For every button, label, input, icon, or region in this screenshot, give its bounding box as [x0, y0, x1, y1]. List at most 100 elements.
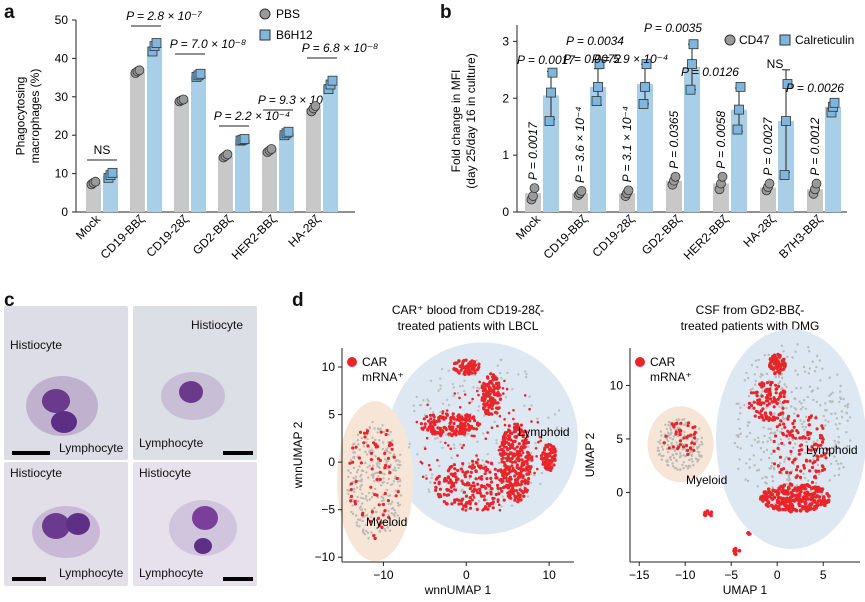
cell-point: [495, 442, 498, 445]
cell-point: [746, 479, 750, 483]
car-positive-cell: [425, 477, 428, 480]
car-positive-cell: [463, 473, 467, 477]
cell-point: [842, 466, 845, 469]
cell-point: [436, 436, 439, 440]
cell-point: [829, 393, 833, 396]
legend-pbs-marker: [259, 8, 271, 20]
cell-point: [388, 529, 392, 532]
cell-point: [738, 458, 741, 461]
car-positive-cell: [788, 441, 792, 445]
car-positive-cell: [485, 502, 490, 506]
car-positive-cell: [420, 426, 424, 430]
car-positive-cell: [472, 360, 477, 364]
car-positive-cell: [442, 500, 446, 504]
car-positive-cell: [458, 406, 462, 409]
car-positive-cell: [486, 401, 489, 405]
car-positive-cell: [776, 446, 780, 450]
cell-point: [390, 507, 394, 510]
car-positive-cell: [383, 491, 387, 496]
bar-Calreticulin: [637, 84, 653, 212]
cell-point: [660, 454, 663, 458]
car-positive-cell: [809, 497, 813, 501]
car-positive-cell: [762, 490, 767, 494]
cell-point: [799, 419, 802, 422]
cell-point: [662, 454, 665, 458]
cell-point: [795, 387, 798, 390]
car-positive-cell: [438, 487, 442, 491]
car-positive-cell: [550, 444, 554, 448]
p-value-label: P = 5.9 × 10⁻⁴: [592, 52, 668, 66]
car-positive-cell: [781, 490, 786, 494]
cell-point: [700, 436, 704, 440]
car-positive-cell: [378, 470, 382, 474]
cell-point: [765, 406, 768, 409]
cell-point: [812, 398, 815, 402]
car-positive-cell: [819, 454, 823, 458]
cell-point: [812, 440, 815, 444]
cell-point: [360, 480, 363, 483]
y-tick-label: 5: [328, 408, 335, 422]
cell-point: [419, 403, 423, 407]
car-positive-cell: [528, 407, 531, 411]
car-positive-cell: [546, 463, 551, 467]
cell-point: [815, 400, 818, 404]
y-tick-label: 0: [616, 485, 623, 499]
cell-point: [661, 448, 665, 451]
car-positive-cell: [814, 416, 818, 420]
car-positive-cell: [492, 497, 495, 500]
car-positive-cell: [678, 428, 682, 432]
car-positive-cell: [779, 419, 783, 423]
car-positive-cell: [426, 428, 430, 432]
car-positive-cell: [807, 423, 811, 427]
cell-point: [526, 495, 530, 498]
car-positive-cell: [492, 387, 496, 391]
car-positive-cell: [506, 479, 510, 483]
cell-point: [838, 467, 841, 470]
chart-b: 0 1 2 3 Fold change in MFI (day 25/day 16 in …: [449, 21, 854, 263]
bar-B6H12: [323, 85, 338, 212]
cell-point: [781, 387, 784, 390]
cell-point: [368, 464, 371, 467]
car-positive-cell: [781, 389, 785, 393]
car-positive-cell: [513, 474, 517, 478]
cell-point: [759, 375, 762, 378]
car-positive-cell: [802, 466, 806, 470]
car-positive-cell: [444, 427, 448, 432]
car-positive-cell: [499, 477, 503, 482]
cell-point: [739, 447, 742, 450]
car-positive-cell: [503, 445, 507, 449]
car-positive-cell: [513, 470, 517, 474]
car-positive-cell: [433, 418, 436, 421]
panel-label-c: c: [4, 290, 15, 311]
y-axis-title-2: (day 25/day 16 in culture): [464, 53, 478, 188]
car-positive-cell: [438, 426, 442, 430]
cell-point: [698, 451, 701, 454]
car-positive-cell: [423, 447, 427, 450]
car-positive-cell: [752, 406, 756, 410]
car-positive-cell: [825, 447, 829, 451]
car-positive-cell: [486, 431, 489, 434]
cell-point: [356, 486, 359, 489]
car-positive-cell: [687, 421, 691, 425]
cell-point: [834, 423, 838, 426]
car-positive-cell: [807, 437, 811, 441]
car-positive-cell: [513, 481, 517, 485]
car-positive-cell: [458, 396, 461, 400]
cell-point: [366, 531, 370, 535]
y-tick-label: −5: [321, 503, 335, 517]
cell-point: [837, 435, 840, 439]
car-positive-cell: [454, 481, 458, 484]
car-positive-cell: [487, 385, 491, 389]
cell-point: [767, 353, 770, 357]
y-tick-label: 10: [55, 167, 69, 181]
cell-point: [839, 396, 842, 399]
cell-point: [673, 449, 677, 453]
car-positive-cell: [470, 424, 474, 429]
cell-point: [499, 358, 502, 362]
car-positive-cell: [787, 507, 792, 511]
cell-point: [389, 463, 393, 466]
cell-point: [691, 460, 694, 463]
car-positive-cell: [513, 460, 518, 464]
car-positive-cell: [370, 510, 374, 514]
cell-point: [349, 458, 353, 462]
